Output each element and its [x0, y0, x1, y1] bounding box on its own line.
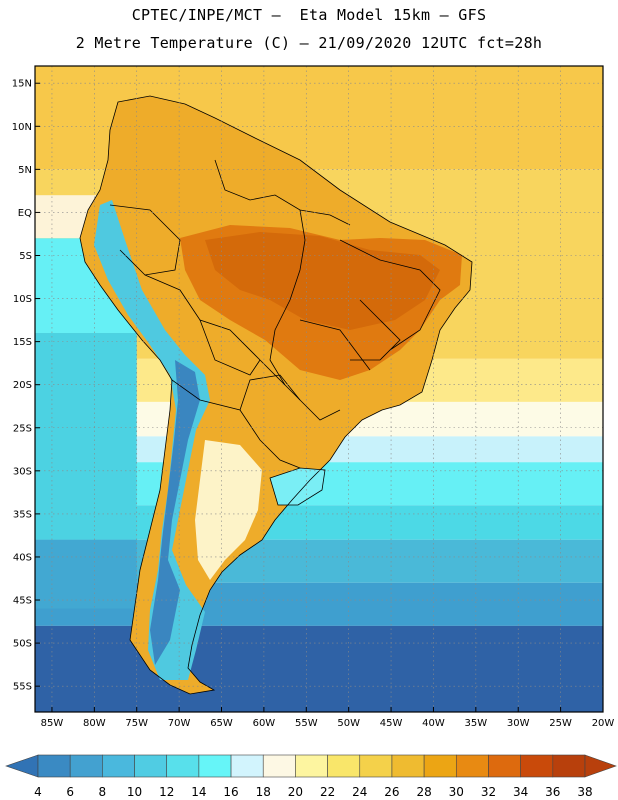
colorbar-box-3: [134, 754, 168, 778]
lat-label-4: 5S: [19, 251, 32, 262]
colorbar-label-6: 16: [223, 785, 238, 799]
colorbar-box-13: [455, 754, 489, 778]
lon-label-10: 35W: [465, 718, 488, 729]
colorbar-label-3: 10: [127, 785, 142, 799]
colorbar-box-8: [295, 754, 328, 778]
lat-label-6: 15S: [13, 337, 32, 348]
colorbar-box-9: [327, 754, 361, 778]
lat-label-7: 20S: [13, 380, 32, 391]
lat-label-13: 50S: [13, 639, 32, 650]
colorbar-boxes: [5, 754, 617, 778]
colorbar-box-1: [69, 754, 103, 778]
lon-label-6: 55W: [295, 718, 318, 729]
country-borders: [79, 95, 473, 695]
lon-label-9: 40W: [422, 718, 445, 729]
title-line-2: 2 Metre Temperature (C) – 21/09/2020 12U…: [75, 34, 543, 52]
colorbar-box-5: [198, 754, 232, 778]
uruguay-cool-region: [270, 468, 325, 505]
patagonia-cool-region: [195, 440, 262, 580]
colorbar-label-12: 28: [416, 785, 431, 799]
colorbar-low-arrow: [5, 754, 39, 778]
map-frame: [34, 65, 604, 713]
colorbar-label-15: 34: [513, 785, 528, 799]
title-line-1: CPTEC/INPE/MCT – Eta Model 15km – GFS: [131, 6, 487, 24]
lat-label-14: 55S: [13, 682, 32, 693]
lon-label-11: 30W: [507, 718, 530, 729]
lon-label-1: 80W: [83, 718, 106, 729]
colorbar-box-11: [391, 754, 425, 778]
colorbar-box-0: [37, 754, 71, 778]
colorbar-box-2: [102, 754, 135, 778]
colorbar-box-7: [262, 754, 296, 778]
lat-label-3: EQ: [18, 208, 32, 219]
graticule: [35, 66, 603, 712]
lon-label-2: 75W: [125, 718, 148, 729]
colorbar-label-4: 12: [159, 785, 174, 799]
latitude-labels: 15N 10N 5N EQ 5S 10S 15S 20S 25S 30S 35S 40S 45S 50S 5…: [12, 79, 40, 693]
longitude-labels: 85W 80W 75W 70W 65W 60W 55W 50W 45W 40W 35W 30W 25W 2…: [41, 707, 615, 729]
colorbar-label-8: 20: [288, 785, 303, 799]
lat-label-1: 10N: [12, 122, 32, 133]
lon-label-3: 70W: [168, 718, 191, 729]
lat-label-9: 30S: [13, 466, 32, 477]
lon-label-5: 60W: [253, 718, 276, 729]
colorbar-box-16: [552, 754, 586, 778]
lat-label-2: 5N: [18, 165, 32, 176]
colorbar-labels: 4 6 8 10 12 14 16 18 20 22 24 26 28 30 32 34 36 38: [34, 785, 592, 799]
temperature-map: 15N 10N 5N EQ 5S 10S 15S 20S 25S 30S 35S 40S 45S 50S 5…: [12, 65, 615, 729]
lon-label-4: 65W: [210, 718, 233, 729]
colorbar-box-6: [230, 754, 264, 778]
colorbar-label-11: 26: [384, 785, 399, 799]
colorbar-label-14: 32: [481, 785, 496, 799]
lon-label-13: 20W: [592, 718, 615, 729]
lat-label-0: 15N: [12, 79, 32, 90]
lat-label-8: 25S: [13, 423, 32, 434]
colorbar-label-5: 14: [191, 785, 206, 799]
colorbar-label-16: 36: [545, 785, 560, 799]
colorbar-label-10: 24: [352, 785, 367, 799]
colorbar-label-13: 30: [449, 785, 464, 799]
colorbar-box-12: [423, 754, 457, 778]
lat-label-5: 10S: [13, 294, 32, 305]
colorbar-label-2: 8: [99, 785, 107, 799]
colorbar-label-1: 6: [66, 785, 74, 799]
lon-label-8: 45W: [380, 718, 403, 729]
colorbar-box-10: [359, 754, 393, 778]
lat-label-11: 40S: [13, 552, 32, 563]
ocean-band-9: [35, 625, 603, 712]
colorbar-label-9: 22: [320, 785, 335, 799]
lon-label-0: 85W: [41, 718, 64, 729]
lat-label-10: 35S: [13, 509, 32, 520]
andes-coldest-band: [150, 360, 200, 665]
colorbar-label-17: 38: [577, 785, 592, 799]
colorbar-box-15: [520, 754, 554, 778]
lat-label-12: 45S: [13, 596, 32, 607]
colorbar-label-7: 18: [256, 785, 271, 799]
colorbar-box-14: [488, 754, 521, 778]
colorbar-label-0: 4: [34, 785, 42, 799]
lon-label-12: 25W: [549, 718, 572, 729]
lon-label-7: 50W: [337, 718, 360, 729]
colorbar-high-arrow: [584, 754, 617, 778]
colorbar-box-4: [166, 754, 200, 778]
